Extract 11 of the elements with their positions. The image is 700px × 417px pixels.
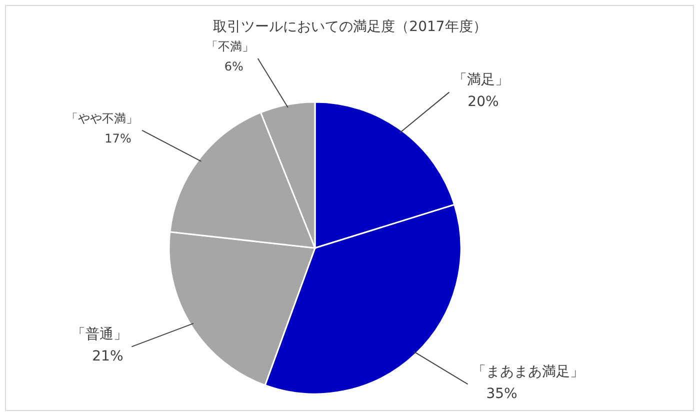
data-label: 35% (486, 386, 518, 402)
slice-label: 「まあまあ満足」 (472, 364, 584, 380)
slice-label: 「満足」 (453, 72, 510, 88)
slice-label: 「やや不満」 (66, 111, 138, 126)
data-label: 17% (104, 131, 132, 146)
data-label: 20% (468, 94, 499, 110)
chart-title: 取引ツールにおいての満足度（2017年度） (213, 19, 487, 35)
data-label: 21% (92, 348, 124, 365)
data-label: 6% (224, 59, 244, 74)
slice-label: 「普通」 (72, 326, 128, 343)
slice-label: 「不満」 (206, 39, 254, 54)
